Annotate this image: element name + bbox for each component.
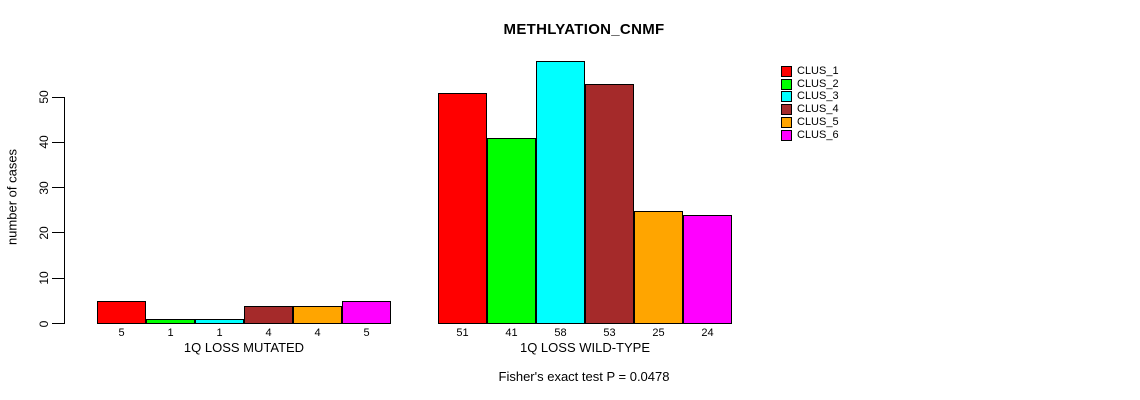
- legend-row-clus_3: CLUS_3: [781, 91, 839, 104]
- y-tick-label: 30: [37, 180, 51, 195]
- y-tick-mark: [52, 277, 65, 279]
- legend-swatch-icon: [781, 91, 792, 103]
- bar-clus_2-group1: [146, 318, 195, 324]
- legend-swatch-icon: [781, 104, 792, 116]
- y-tick-label: 20: [37, 226, 51, 240]
- bar-value-label: 1: [216, 327, 223, 339]
- bar-clus_5-group2: [634, 210, 683, 324]
- y-axis-line: [64, 97, 65, 324]
- bar-value-label: 5: [363, 327, 370, 339]
- legend-label: CLUS_3: [797, 90, 839, 103]
- bar-value-label: 5: [118, 327, 125, 339]
- legend-label: CLUS_1: [797, 64, 839, 77]
- y-tick-mark: [52, 323, 65, 324]
- y-tick-mark: [52, 187, 65, 189]
- bar-clus_3-group1: [195, 318, 244, 324]
- fisher-test-caption: Fisher's exact test P = 0.0478: [498, 369, 670, 384]
- y-tick-label: 50: [37, 90, 51, 104]
- bar-clus_1-group1: [97, 300, 146, 324]
- bar-clus_4-group1: [244, 305, 293, 324]
- bar-clus_4-group2: [585, 83, 634, 324]
- y-tick-label: 0: [37, 320, 51, 327]
- bar-clus_1-group2: [438, 92, 487, 324]
- legend-swatch-icon: [781, 129, 792, 141]
- legend-swatch-icon: [781, 117, 792, 129]
- bar-value-label: 24: [701, 327, 714, 339]
- legend-row-clus_5: CLUS_5: [781, 116, 839, 129]
- bar-value-label: 25: [652, 327, 665, 339]
- chart-legend: CLUS_1 CLUS_2 CLUS_3 CLUS_4 CLUS_5 CLUS_6: [781, 65, 839, 142]
- bar-clus_5-group1: [293, 305, 342, 324]
- bar-clus_6-group2: [683, 214, 732, 324]
- legend-label: CLUS_6: [797, 128, 839, 141]
- bar-value-label: 1: [167, 327, 174, 339]
- y-axis-label: number of cases: [4, 148, 20, 246]
- legend-swatch-icon: [781, 78, 792, 90]
- y-tick-label: 40: [37, 135, 51, 149]
- legend-label: CLUS_2: [797, 77, 839, 90]
- legend-row-clus_1: CLUS_1: [781, 65, 839, 78]
- y-tick-mark: [52, 96, 65, 98]
- legend-swatch-icon: [781, 65, 792, 77]
- legend-label: CLUS_4: [797, 103, 839, 116]
- bar-clus_2-group2: [487, 137, 536, 324]
- bar-value-label: 41: [505, 327, 518, 339]
- group-label-2: 1Q LOSS WILD-TYPE: [519, 340, 651, 355]
- bar-value-label: 51: [456, 327, 469, 339]
- bar-value-label: 4: [314, 327, 321, 339]
- legend-row-clus_6: CLUS_6: [781, 129, 839, 142]
- legend-row-clus_2: CLUS_2: [781, 78, 839, 91]
- bar-clus_6-group1: [342, 300, 391, 324]
- legend-row-clus_4: CLUS_4: [781, 103, 839, 116]
- y-tick-label: 10: [37, 271, 51, 285]
- bar-clus_3-group2: [536, 60, 585, 324]
- bar-value-label: 4: [265, 327, 272, 339]
- bar-value-label: 53: [603, 327, 616, 339]
- chart-title: METHLYATION_CNMF: [503, 21, 665, 38]
- y-tick-mark: [52, 232, 65, 234]
- group-label-1: 1Q LOSS MUTATED: [183, 340, 305, 355]
- y-tick-mark: [52, 141, 65, 143]
- bar-value-label: 58: [554, 327, 567, 339]
- legend-label: CLUS_5: [797, 116, 839, 129]
